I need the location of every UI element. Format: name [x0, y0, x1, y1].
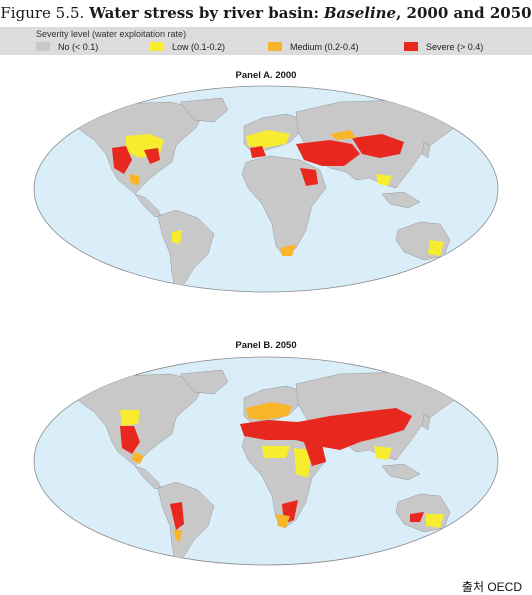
legend-swatch-no [36, 42, 50, 51]
southeast-asia [381, 463, 421, 481]
map-panel-b [33, 356, 499, 566]
south-america [157, 209, 215, 292]
figure-title-rest: , 2000 and 2050 [396, 4, 532, 22]
new-zealand [457, 529, 469, 545]
greenland [179, 97, 229, 123]
japan [421, 413, 431, 431]
panel-a-title: Panel A. 2000 [235, 70, 297, 81]
panel-b-title: Panel B. 2050 [235, 340, 297, 351]
greenland [179, 369, 229, 395]
legend-label-severe: Severe (> 0.4) [426, 42, 484, 52]
legend-swatch-severe [404, 42, 418, 51]
source-credit: 출처 OECD [461, 580, 522, 594]
legend-item-severe: Severe (> 0.4) [404, 42, 483, 53]
legend-label-no: No (< 0.1) [58, 42, 99, 52]
legend-swatch-low [150, 42, 164, 51]
stress-overlay-2050 [120, 402, 444, 542]
figure-title-italic: Baseline [323, 4, 397, 22]
south-america [157, 481, 215, 565]
legend-swatch-medium [268, 42, 282, 51]
legend-item-medium: Medium (0.2-0.4) [268, 42, 359, 53]
legend-item-low: Low (0.1-0.2) [150, 42, 225, 53]
figure-title-bold: Water stress by river basin: [89, 4, 320, 22]
new-zealand [457, 257, 469, 273]
landmasses-2000 [69, 97, 469, 292]
southeast-asia [381, 191, 421, 209]
figure-title: Figure 5.5. Water stress by river basin:… [0, 4, 532, 22]
figure-label: Figure 5.5. [0, 4, 85, 22]
legend-label-medium: Medium (0.2-0.4) [290, 42, 359, 52]
landmasses-2050 [69, 369, 469, 565]
stress-overlay-2000 [112, 130, 444, 256]
legend: Severity level (water exploitation rate)… [0, 27, 532, 55]
legend-label-low: Low (0.1-0.2) [172, 42, 226, 52]
legend-heading: Severity level (water exploitation rate) [36, 29, 187, 39]
map-panel-a [33, 85, 499, 293]
japan [421, 141, 431, 159]
legend-item-no: No (< 0.1) [36, 42, 98, 53]
